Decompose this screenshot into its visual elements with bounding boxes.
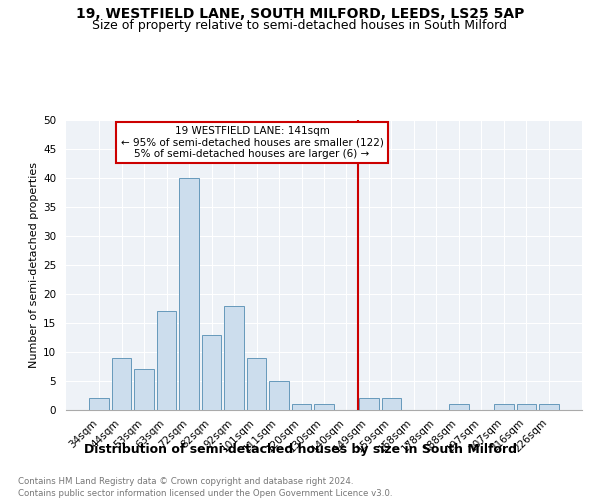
Bar bbox=[292, 404, 311, 410]
Text: 19, WESTFIELD LANE, SOUTH MILFORD, LEEDS, LS25 5AP: 19, WESTFIELD LANE, SOUTH MILFORD, LEEDS… bbox=[76, 8, 524, 22]
Text: 19 WESTFIELD LANE: 141sqm
← 95% of semi-detached houses are smaller (122)
5% of : 19 WESTFIELD LANE: 141sqm ← 95% of semi-… bbox=[121, 126, 383, 159]
Bar bbox=[517, 404, 536, 410]
Bar bbox=[89, 398, 109, 410]
Bar bbox=[539, 404, 559, 410]
Bar bbox=[202, 334, 221, 410]
Bar bbox=[494, 404, 514, 410]
Bar bbox=[314, 404, 334, 410]
Text: Size of property relative to semi-detached houses in South Milford: Size of property relative to semi-detach… bbox=[92, 19, 508, 32]
Bar bbox=[247, 358, 266, 410]
Y-axis label: Number of semi-detached properties: Number of semi-detached properties bbox=[29, 162, 39, 368]
Bar bbox=[179, 178, 199, 410]
Bar bbox=[157, 312, 176, 410]
Bar bbox=[449, 404, 469, 410]
Text: Contains HM Land Registry data © Crown copyright and database right 2024.: Contains HM Land Registry data © Crown c… bbox=[18, 478, 353, 486]
Text: Distribution of semi-detached houses by size in South Milford: Distribution of semi-detached houses by … bbox=[83, 442, 517, 456]
Bar bbox=[134, 370, 154, 410]
Bar bbox=[269, 381, 289, 410]
Bar bbox=[112, 358, 131, 410]
Text: Contains public sector information licensed under the Open Government Licence v3: Contains public sector information licen… bbox=[18, 489, 392, 498]
Bar bbox=[224, 306, 244, 410]
Bar bbox=[382, 398, 401, 410]
Bar bbox=[359, 398, 379, 410]
